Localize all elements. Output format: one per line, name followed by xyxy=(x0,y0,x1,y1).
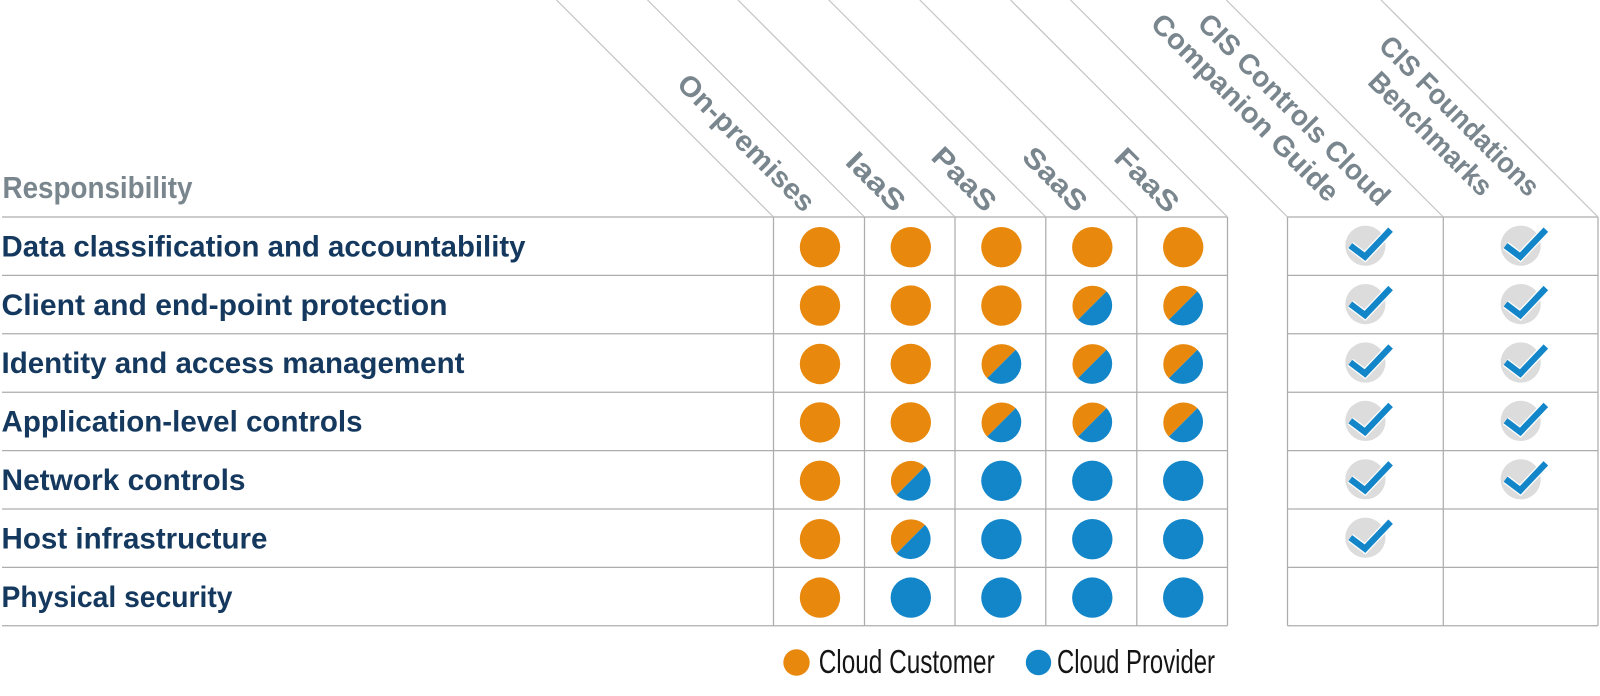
svg-text:Host infrastructure: Host infrastructure xyxy=(2,522,268,555)
svg-text:Physical security: Physical security xyxy=(2,581,234,614)
svg-text:Cloud Customer: Cloud Customer xyxy=(819,643,995,680)
svg-text:Data classification and accoun: Data classification and accountability xyxy=(2,230,527,263)
svg-text:Application-level controls: Application-level controls xyxy=(2,406,363,439)
svg-text:Cloud Provider: Cloud Provider xyxy=(1057,643,1215,680)
svg-text:Identity and access management: Identity and access management xyxy=(2,347,465,380)
svg-text:Client and end-point protectio: Client and end-point protection xyxy=(2,289,448,322)
svg-text:Network controls: Network controls xyxy=(2,464,246,497)
svg-text:Responsibility: Responsibility xyxy=(3,170,194,205)
